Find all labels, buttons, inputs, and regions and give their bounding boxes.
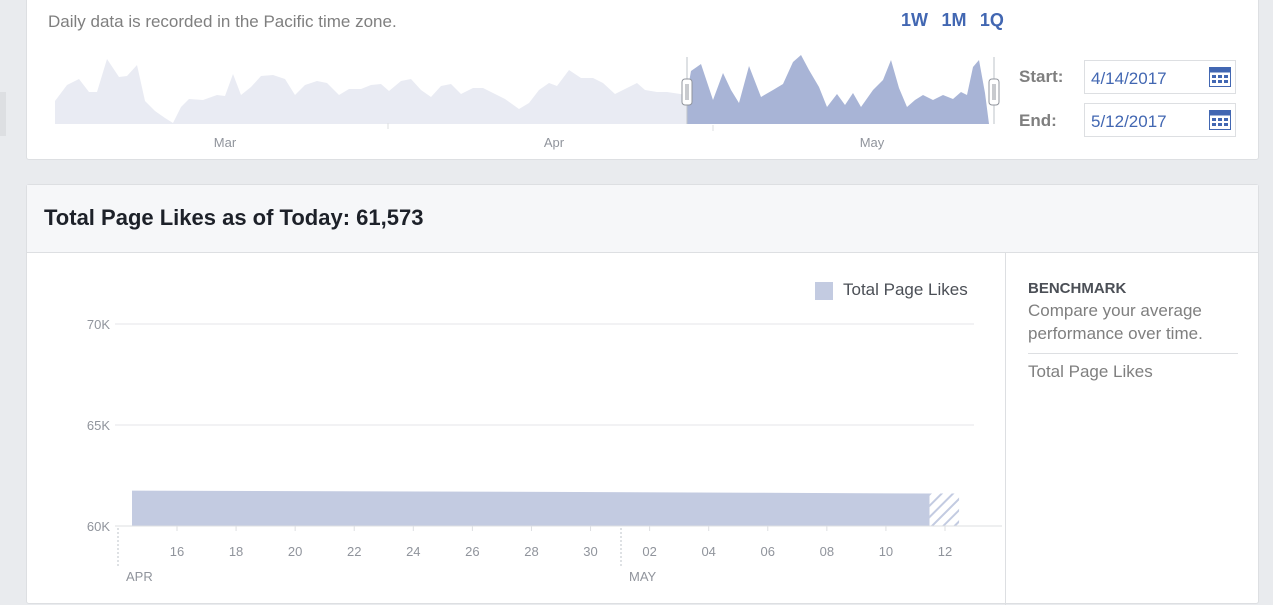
x-tick-label: 10 xyxy=(879,544,893,559)
range-presets: 1W 1M 1Q xyxy=(901,10,1013,31)
selection-start-handle[interactable] xyxy=(681,57,693,124)
legend-swatch xyxy=(815,282,833,300)
card-header: Total Page Likes as of Today: 61,573 xyxy=(27,185,1258,253)
overview-month-label: Apr xyxy=(544,135,565,150)
preset-1q-button[interactable]: 1Q xyxy=(979,10,1004,30)
benchmark-title: BENCHMARK xyxy=(1028,280,1127,297)
overview-month-label: May xyxy=(860,135,885,150)
x-tick-label: 04 xyxy=(701,544,715,559)
overview-month-label: Mar xyxy=(214,135,237,150)
total-page-likes-card: Total Page Likes as of Today: 61,573 70K… xyxy=(26,184,1259,605)
x-tick-label: 16 xyxy=(170,544,184,559)
x-tick-label: 12 xyxy=(938,544,952,559)
benchmark-panel: BENCHMARK Compare your average performan… xyxy=(1028,280,1238,382)
y-tick-label: 65K xyxy=(87,418,110,433)
start-date-label: Start: xyxy=(1019,67,1064,86)
x-tick-label: 30 xyxy=(583,544,597,559)
overview-area-selected xyxy=(687,55,989,124)
page-likes-title: Total Page Likes as of Today: 61,573 xyxy=(44,205,424,230)
calendar-icon[interactable] xyxy=(1209,110,1231,130)
y-tick-label: 70K xyxy=(87,317,110,332)
x-tick-label: 26 xyxy=(465,544,479,559)
total-page-likes-area xyxy=(132,490,930,526)
x-tick-label: 02 xyxy=(642,544,656,559)
x-month-label: MAY xyxy=(629,569,657,584)
drag-handle-icon xyxy=(988,78,1000,106)
start-date-field[interactable]: 4/14/2017 xyxy=(1084,60,1236,94)
total-page-likes-chart: 70K 65K 60K 16 18 20 22 24 26 28 30 02 04 06 08 10 12 APR… xyxy=(87,317,1002,584)
end-date-label: End: xyxy=(1019,111,1057,130)
start-date-value: 4/14/2017 xyxy=(1091,69,1167,88)
x-month-label: APR xyxy=(126,569,153,584)
x-tick-label: 20 xyxy=(288,544,302,559)
x-tick-label: 24 xyxy=(406,544,420,559)
end-date-value: 5/12/2017 xyxy=(1091,112,1167,131)
benchmark-description: Compare your average performance over ti… xyxy=(1028,299,1238,354)
projected-data-hatch xyxy=(929,493,960,526)
overview-sparkline[interactable]: Mar Apr May xyxy=(27,0,1017,161)
y-tick-label: 60K xyxy=(87,519,110,534)
x-tick-label: 08 xyxy=(820,544,834,559)
x-tick-label: 28 xyxy=(524,544,538,559)
selection-end-handle[interactable] xyxy=(988,57,1000,124)
x-tick-label: 06 xyxy=(761,544,775,559)
overview-area-unselected xyxy=(55,59,687,124)
panel-divider xyxy=(1005,253,1006,605)
drag-handle-icon xyxy=(681,78,693,106)
end-date-field[interactable]: 5/12/2017 xyxy=(1084,103,1236,137)
date-range-selector: Daily data is recorded in the Pacific ti… xyxy=(26,0,1259,160)
timezone-note: Daily data is recorded in the Pacific ti… xyxy=(48,12,397,31)
x-tick-label: 18 xyxy=(229,544,243,559)
preset-1w-button[interactable]: 1W xyxy=(901,10,928,30)
benchmark-item-total-page-likes[interactable]: Total Page Likes xyxy=(1028,362,1153,381)
preset-1m-button[interactable]: 1M xyxy=(941,10,967,30)
calendar-icon[interactable] xyxy=(1209,67,1231,87)
x-tick-label: 22 xyxy=(347,544,361,559)
legend-label: Total Page Likes xyxy=(843,280,968,299)
left-edge-tab xyxy=(0,92,6,136)
